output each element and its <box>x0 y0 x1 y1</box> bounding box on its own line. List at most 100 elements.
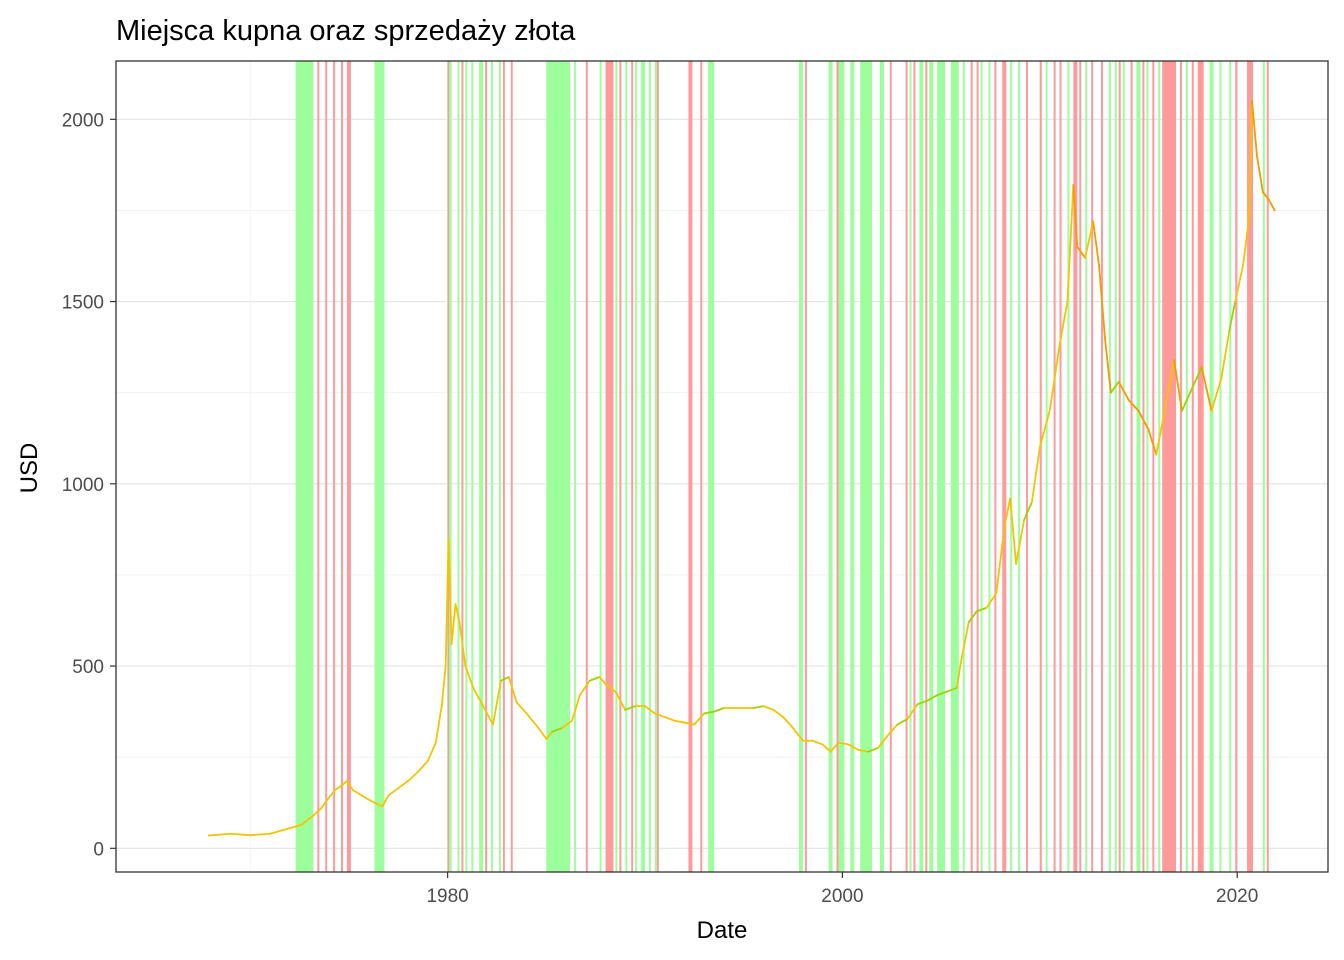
buy-band <box>708 61 715 872</box>
buy-band <box>625 61 628 872</box>
buy-band <box>1122 61 1125 872</box>
buy-band <box>641 61 646 872</box>
price-segment <box>703 710 716 715</box>
price-segment <box>673 719 686 724</box>
buy-band <box>295 61 314 872</box>
price-segment <box>426 741 437 762</box>
buy-band <box>838 61 845 872</box>
sell-band <box>925 61 928 872</box>
price-segment <box>1167 358 1175 394</box>
price-segment <box>537 727 548 740</box>
price-segment <box>955 661 962 689</box>
price-segment <box>857 748 869 753</box>
price-segment <box>249 832 271 837</box>
price-segment <box>417 759 429 773</box>
sell-band <box>1247 61 1253 872</box>
price-segment <box>444 537 450 667</box>
price-segment <box>1210 377 1223 412</box>
sell-band <box>994 61 997 872</box>
buy-band <box>1219 61 1222 872</box>
buy-band <box>465 61 468 872</box>
price-segment <box>967 610 978 624</box>
price-segment <box>1072 184 1079 248</box>
buy-band <box>919 61 924 872</box>
y-tick-label: 2000 <box>62 110 104 131</box>
price-segment <box>1015 519 1025 565</box>
price-segment <box>877 734 889 749</box>
buy-band <box>1085 61 1088 872</box>
price-segment <box>713 707 725 713</box>
price-segment <box>644 705 656 715</box>
sell-band <box>461 61 464 872</box>
sell-band <box>970 61 973 872</box>
buy-bands <box>295 61 1265 872</box>
price-segment <box>561 719 573 729</box>
price-segment <box>1076 245 1087 259</box>
sell-band <box>325 61 328 872</box>
sell-band <box>804 61 807 872</box>
sell-band <box>1130 61 1133 872</box>
price-segment <box>1009 497 1018 565</box>
price-segment <box>397 779 410 790</box>
price-segment <box>458 621 467 667</box>
sell-band <box>619 61 622 872</box>
price-segment <box>886 723 899 737</box>
price-segment <box>363 796 376 804</box>
price-segment <box>792 727 804 742</box>
price-segment <box>752 705 765 709</box>
sell-band <box>700 61 703 872</box>
buy-band <box>635 61 638 872</box>
sell-band <box>605 61 614 872</box>
price-segment <box>447 537 453 646</box>
sell-bands <box>317 61 1269 872</box>
buy-band <box>1010 61 1013 872</box>
price-segment <box>269 827 291 835</box>
price-segment <box>1098 264 1106 339</box>
buy-band <box>1018 61 1021 872</box>
y-tick-label: 500 <box>72 657 104 678</box>
price-segment <box>1031 446 1041 503</box>
price-segment <box>407 770 419 782</box>
price-segment <box>959 621 970 664</box>
price-segment <box>551 727 564 733</box>
x-tick-label: 1980 <box>426 886 468 907</box>
sell-band <box>1100 61 1103 872</box>
price-segment <box>1109 380 1120 394</box>
price-segment <box>500 676 510 682</box>
buy-band <box>1108 61 1111 872</box>
sell-band <box>1091 61 1094 872</box>
buy-band <box>909 61 912 872</box>
price-segment <box>693 712 706 726</box>
price-segment <box>1023 501 1033 522</box>
sell-band <box>1059 61 1062 872</box>
price-segment <box>1117 380 1130 401</box>
price-segment <box>624 705 637 711</box>
price-segment <box>975 606 988 613</box>
buy-band <box>950 61 959 872</box>
price-segment <box>772 708 785 718</box>
sell-band <box>1025 61 1028 872</box>
price-segment <box>1220 329 1231 380</box>
price-segment <box>1003 497 1012 529</box>
x-tick-label: 2000 <box>821 886 863 907</box>
price-segment <box>1256 154 1264 194</box>
price-segment <box>985 592 998 609</box>
price-segment <box>936 690 948 697</box>
buy-band <box>1136 61 1141 872</box>
sell-band <box>656 61 659 872</box>
sell-band <box>333 61 336 872</box>
sell-band <box>1002 61 1007 872</box>
x-axis-title: Date <box>697 917 748 944</box>
sell-band <box>1162 61 1177 872</box>
buy-band <box>980 61 983 872</box>
buy-band <box>1229 61 1232 872</box>
buy-band <box>471 61 474 872</box>
buy-band <box>828 61 833 872</box>
buy-band <box>929 61 934 872</box>
y-axis: 0 500 1000 1500 2000 <box>62 110 116 860</box>
price-segment <box>1155 391 1170 456</box>
price-segment <box>762 705 775 711</box>
price-segment <box>1173 358 1183 412</box>
